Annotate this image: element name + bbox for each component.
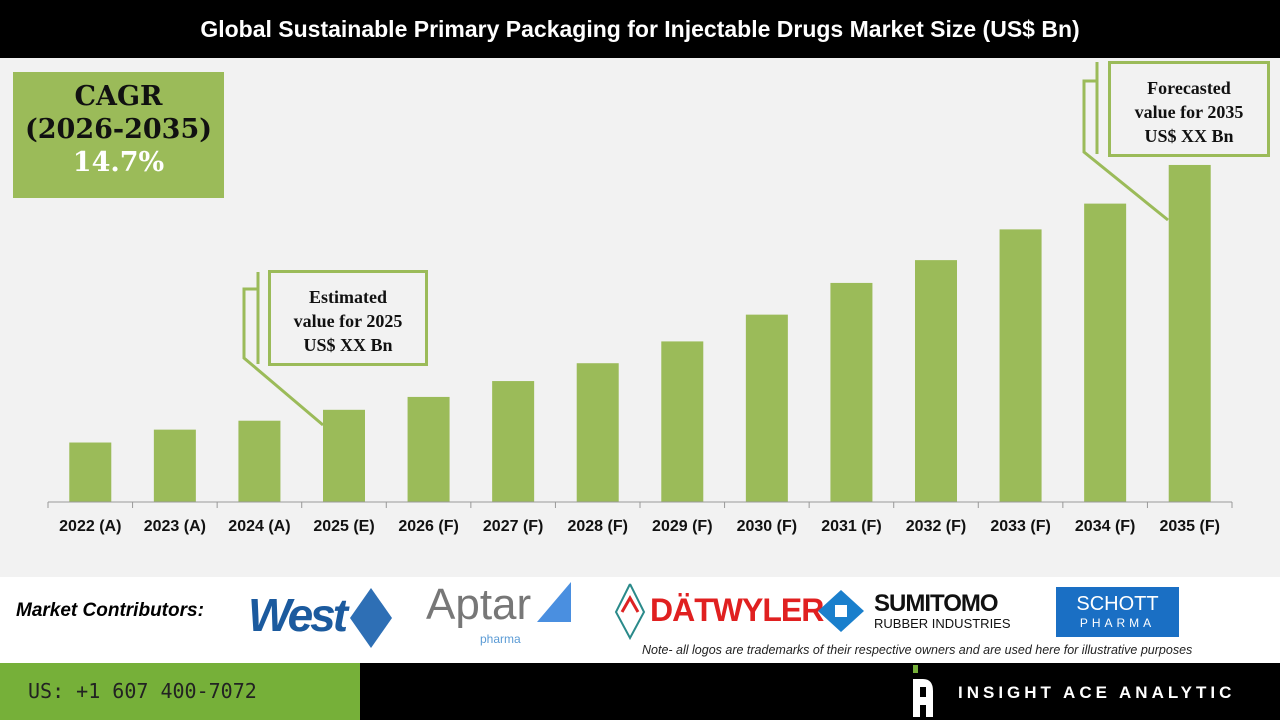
brand-name: INSIGHT ACE ANALYTIC	[958, 683, 1236, 702]
x-tick-label: 2032 (F)	[906, 518, 966, 535]
aptar-pharma-text: pharma	[480, 632, 521, 646]
footer-bar	[360, 663, 1280, 720]
sumitomo-subtitle: RUBBER INDUSTRIES	[874, 616, 1011, 631]
callout-text: value for 2035	[1134, 102, 1244, 122]
schott-text: SCHOTT	[1076, 593, 1159, 615]
aptar-logo: Aptar	[426, 580, 532, 629]
x-tick-label: 2033 (F)	[990, 518, 1050, 535]
cagr-label: CAGR	[74, 81, 163, 112]
x-tick-label: 2026 (F)	[398, 518, 458, 535]
cagr-value: 14.7%	[72, 147, 165, 178]
x-tick-label: 2028 (F)	[567, 518, 627, 535]
schott-logo: SCHOTT PHARMA	[1056, 587, 1179, 637]
x-tick-label: 2027 (F)	[483, 518, 543, 535]
x-tick-label: 2023 (A)	[144, 518, 206, 535]
aptar-mark-icon	[537, 582, 571, 622]
trademark-note: Note- all logos are trademarks of their …	[642, 643, 1193, 657]
bar-2024 (A)	[238, 420, 281, 502]
bar-2030 (F)	[745, 314, 788, 502]
sumitomo-mark-icon	[818, 590, 864, 632]
bar-2023 (A)	[153, 429, 196, 502]
bar-2033 (F)	[999, 229, 1042, 503]
x-tick-label: 2024 (A)	[228, 518, 290, 535]
bar-2035 (F)	[1168, 164, 1211, 502]
x-tick-label: 2029 (F)	[652, 518, 712, 535]
cagr-box: CAGR (2026-2035) 14.7%	[13, 72, 224, 198]
bar-2032 (F)	[915, 260, 957, 502]
estimated-callout: Estimated value for 2025 US$ XX Bn	[268, 270, 428, 366]
insightace-logo-icon	[913, 665, 933, 717]
x-tick-label: 2034 (F)	[1075, 518, 1135, 535]
bar-2027 (F)	[492, 381, 535, 502]
callout-text: Estimated	[309, 287, 387, 307]
datwyler-logo: DÄTWYLER	[650, 592, 824, 628]
west-diamond-icon	[350, 588, 392, 648]
contributors-label: Market Contributors:	[16, 600, 204, 621]
schott-pharma-text: PHARMA	[1079, 616, 1156, 630]
west-logo: West	[248, 589, 348, 641]
callout-text: value for 2025	[293, 311, 403, 331]
bar-2022 (A)	[69, 442, 112, 502]
x-tick-label: 2030 (F)	[737, 518, 797, 535]
estimated-callout-pointer	[242, 287, 324, 427]
x-tick-label: 2031 (F)	[821, 518, 881, 535]
bar-2026 (F)	[407, 396, 450, 502]
bar-2034 (F)	[1084, 203, 1127, 503]
bar-2031 (F)	[830, 282, 873, 502]
callout-text: US$ XX Bn	[1144, 126, 1234, 146]
callout-text: US$ XX Bn	[303, 335, 393, 355]
bar-2025 (E)	[323, 409, 365, 502]
callout-text: Forecasted	[1147, 78, 1231, 98]
x-tick-label: 2035 (F)	[1159, 518, 1219, 535]
forecasted-callout: Forecasted value for 2035 US$ XX Bn	[1108, 61, 1270, 157]
chart-title: Global Sustainable Primary Packaging for…	[0, 0, 1280, 58]
bar-2029 (F)	[661, 341, 704, 502]
x-tick-label: 2022 (A)	[59, 518, 121, 535]
datwyler-mark-icon	[614, 583, 646, 640]
bar-chart: 2022 (A) 2023 (A) 2024 (A) 2025 (E) 2026 (F)…	[47, 62, 1233, 535]
cagr-period: (2026-2035)	[24, 114, 213, 145]
phone-number: US: +1 607 400-7072	[0, 663, 360, 720]
forecasted-callout-pointer	[1082, 79, 1169, 222]
bar-2028 (F)	[576, 363, 619, 502]
x-tick-label: 2025 (E)	[313, 518, 374, 535]
sumitomo-logo: SUMITOMO	[874, 590, 999, 617]
